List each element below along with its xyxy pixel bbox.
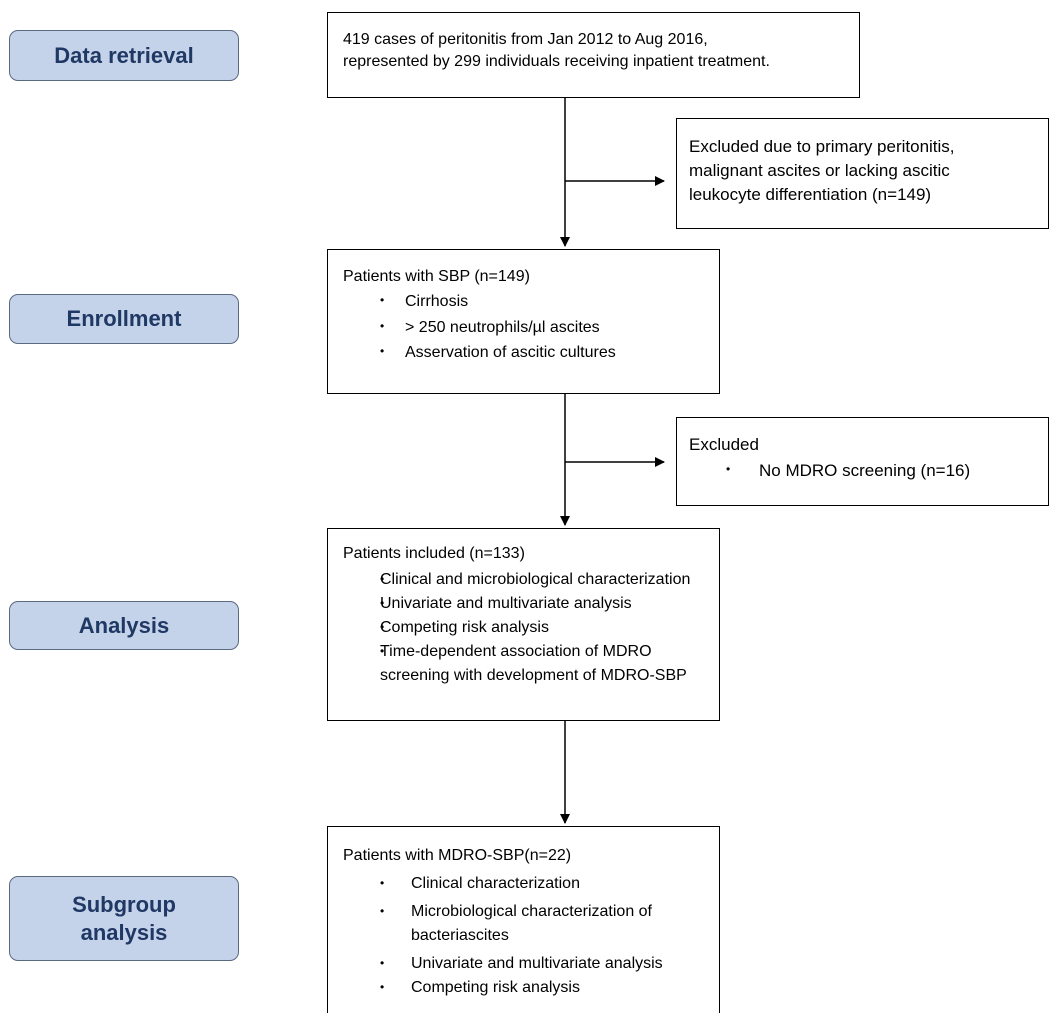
list-item: Univariate and multivariate analysis [343, 592, 719, 616]
list-item: No MDRO screening (n=16) [689, 458, 1048, 484]
stage-label: analysis [80, 919, 168, 945]
box-patients-included: Patients included (n=133) Clinical and m… [327, 528, 720, 721]
stage-subgroup-analysis: Subgroup analysis [9, 876, 239, 961]
list-item: Univariate and multivariate analysis [343, 952, 719, 976]
list-item: Time-dependent association of MDRO [343, 640, 719, 664]
stage-label: Enrollment [66, 306, 182, 332]
criteria-list: Cirrhosis > 250 neutrophils/µl ascites A… [343, 289, 719, 365]
list-item: Asservation of ascitic cultures [343, 340, 719, 365]
box-header: Patients included (n=133) [343, 545, 525, 562]
box-source-cases: 419 cases of peritonitis from Jan 2012 t… [327, 12, 860, 98]
subgroup-list: Clinical characterization Microbiologica… [343, 872, 719, 1000]
list-item: Clinical characterization [343, 872, 719, 896]
stage-label: Analysis [78, 612, 170, 638]
list-item: Cirrhosis [343, 289, 719, 314]
box-header: Patients with MDRO-SBP(n=22) [343, 847, 572, 864]
stage-analysis: Analysis [9, 601, 239, 650]
exclusion-list: No MDRO screening (n=16) [689, 458, 1048, 484]
box-text: represented by 299 individuals receiving… [343, 53, 770, 71]
list-item: > 250 neutrophils/µl ascites [343, 315, 719, 340]
list-item: Microbiological characterization of [343, 900, 719, 924]
box-excluded-primary: Excluded due to primary peritonitis, mal… [676, 118, 1049, 229]
box-text: Excluded due to primary peritonitis, [689, 137, 955, 156]
box-header: Patients with SBP (n=149) [343, 268, 530, 285]
list-item: Competing risk analysis [343, 976, 719, 1000]
list-item: Clinical and microbiological characteriz… [343, 568, 719, 592]
box-patients-sbp: Patients with SBP (n=149) Cirrhosis > 25… [327, 249, 720, 394]
box-excluded-screening: Excluded No MDRO screening (n=16) [676, 417, 1049, 506]
box-header: Excluded [689, 435, 759, 454]
list-item-continuation: screening with development of MDRO-SBP [380, 667, 687, 684]
stage-label: Subgroup [72, 892, 176, 917]
list-item-continuation: bacteriascites [411, 927, 509, 944]
box-text: leukocyte differentiation (n=149) [689, 184, 932, 204]
box-patients-mdro-sbp: Patients with MDRO-SBP(n=22) Clinical ch… [327, 826, 720, 1013]
box-text: malignant ascites or lacking ascitic [689, 160, 950, 180]
analysis-list: Clinical and microbiological characteriz… [343, 568, 719, 688]
list-item: Competing risk analysis [343, 616, 719, 640]
stage-data-retrieval: Data retrieval [9, 30, 239, 81]
stage-enrollment: Enrollment [9, 294, 239, 344]
box-text: 419 cases of peritonitis from Jan 2012 t… [343, 31, 708, 48]
stage-label: Data retrieval [54, 42, 194, 68]
